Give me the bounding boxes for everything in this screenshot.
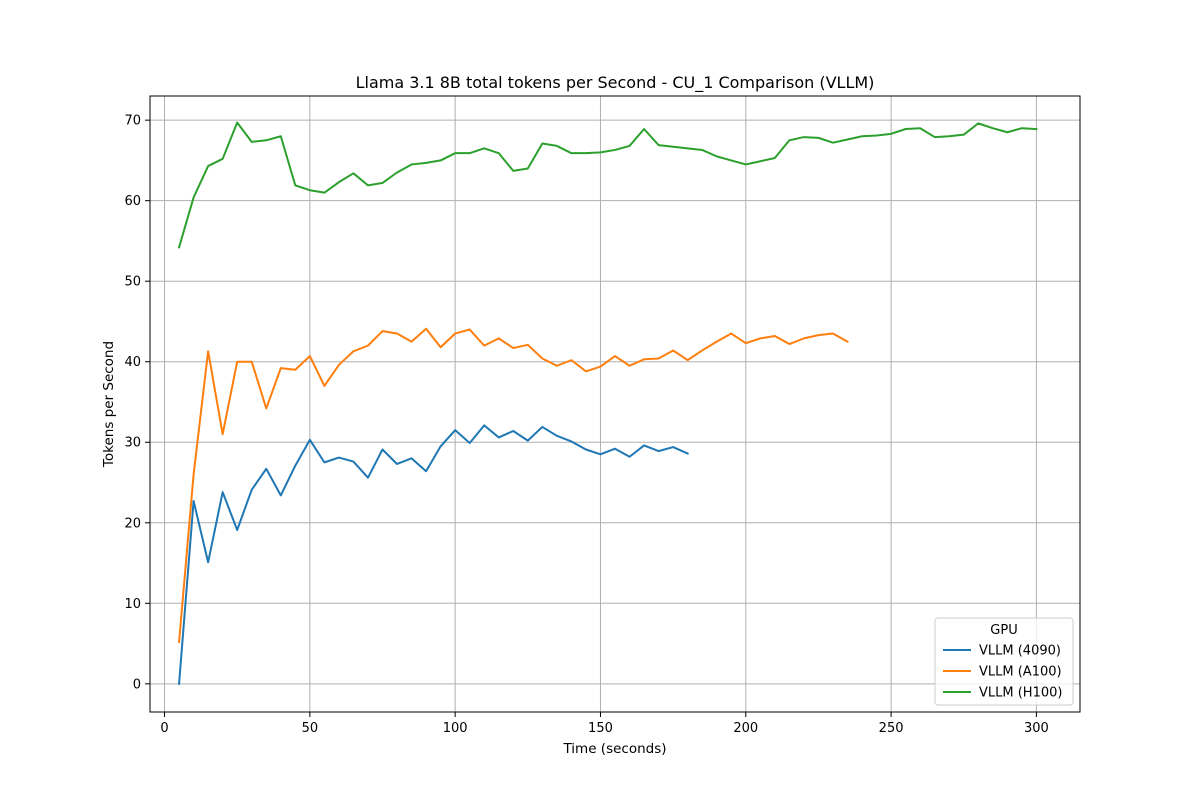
y-tick-label: 10	[124, 597, 141, 612]
legend-box	[934, 617, 1074, 706]
x-tick-label: 250	[879, 721, 904, 736]
series-lines	[177, 121, 1038, 685]
x-tick-label: 50	[302, 721, 319, 736]
legend-label-1: VLLM (4090)	[979, 644, 1061, 659]
axis-ticks: 0 50 100 150 200 250 300 0 10 20 30 40 50 60 70	[124, 114, 1048, 736]
y-tick-label: 60	[124, 194, 141, 209]
x-axis-label: Time (seconds)	[562, 741, 666, 757]
plot-area-frame	[149, 95, 1081, 713]
legend-label-3: VLLM (H100)	[979, 686, 1062, 701]
series-line-2	[177, 327, 849, 644]
y-tick-label: 50	[124, 275, 141, 290]
x-tick-label: 0	[160, 721, 168, 736]
x-tick-label: 200	[733, 721, 758, 736]
y-axis-label: Tokens per Second	[101, 341, 117, 468]
x-tick-label: 150	[588, 721, 613, 736]
legend-title: GPU	[990, 623, 1017, 638]
x-tick-label: 300	[1024, 721, 1049, 736]
y-tick-label: 30	[124, 436, 141, 451]
legend-items: VLLM (4090) VLLM (A100) VLLM (H100)	[943, 644, 1062, 701]
y-tick-label: 0	[133, 677, 141, 692]
x-tick-label: 100	[443, 721, 468, 736]
series-line-1	[177, 424, 689, 685]
y-tick-label: 40	[124, 355, 141, 370]
legend-label-2: VLLM (A100)	[979, 665, 1062, 680]
y-tick-label: 20	[124, 516, 141, 531]
legend: GPU VLLM (4090) VLLM (A100) VLLM (H100)	[934, 617, 1074, 706]
series-line-3	[177, 121, 1038, 249]
y-tick-label: 70	[124, 114, 141, 129]
chart-title: Llama 3.1 8B total tokens per Second - C…	[356, 73, 875, 93]
